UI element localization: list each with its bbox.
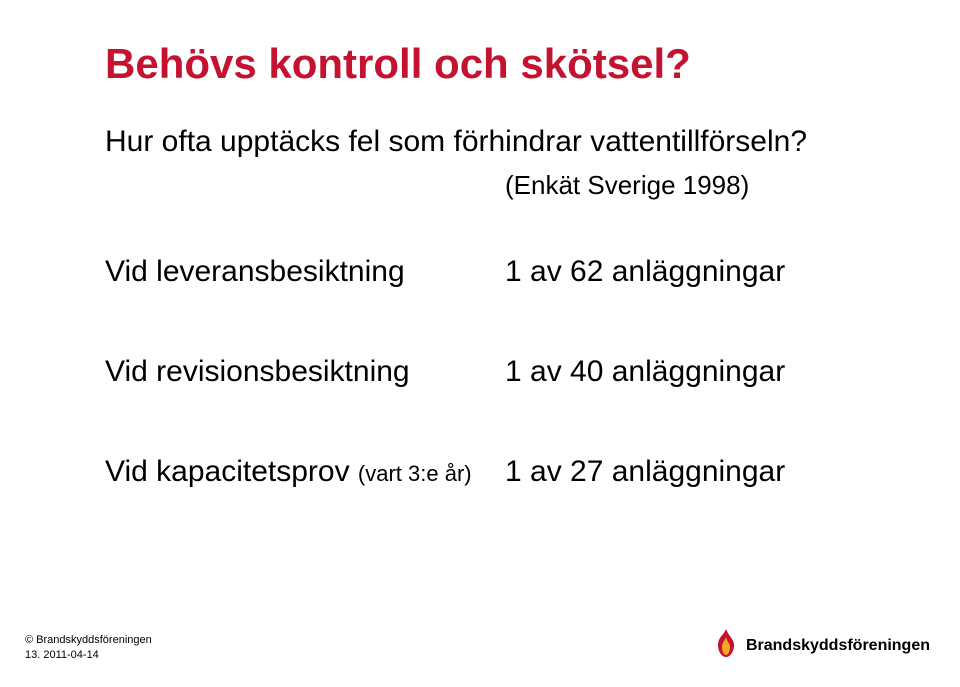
row-label: Vid kapacitetsprov (vart 3:e år)	[105, 455, 505, 489]
table-row: Vid leveransbesiktning 1 av 62 anläggnin…	[105, 255, 865, 289]
row-label-text: Vid leveransbesiktning	[105, 255, 405, 288]
row-value: 1 av 40 anläggningar	[505, 355, 785, 389]
footer-left: © Brandskyddsföreningen 13. 2011-04-14	[25, 633, 152, 662]
flame-icon	[714, 629, 738, 662]
row-label: Vid revisionsbesiktning	[105, 355, 505, 389]
slide-title: Behövs kontroll och skötsel?	[105, 40, 691, 88]
row-label-text: Vid kapacitetsprov	[105, 455, 358, 488]
row-label-small: (vart 3:e år)	[358, 461, 472, 486]
row-label-text: Vid revisionsbesiktning	[105, 355, 410, 388]
table-row: Vid revisionsbesiktning 1 av 40 anläggni…	[105, 355, 865, 389]
page-date-text: 13. 2011-04-14	[25, 648, 152, 662]
row-label: Vid leveransbesiktning	[105, 255, 505, 289]
survey-note: (Enkät Sverige 1998)	[505, 170, 749, 201]
footer-right: Brandskyddsföreningen	[714, 629, 930, 662]
table-row: Vid kapacitetsprov (vart 3:e år) 1 av 27…	[105, 455, 865, 489]
row-value: 1 av 62 anläggningar	[505, 255, 785, 289]
brand-text: Brandskyddsföreningen	[746, 637, 930, 655]
slide: Behövs kontroll och skötsel? Hur ofta up…	[0, 0, 960, 687]
slide-subtitle: Hur ofta upptäcks fel som förhindrar vat…	[105, 125, 807, 159]
row-value: 1 av 27 anläggningar	[505, 455, 785, 489]
copyright-text: © Brandskyddsföreningen	[25, 633, 152, 647]
